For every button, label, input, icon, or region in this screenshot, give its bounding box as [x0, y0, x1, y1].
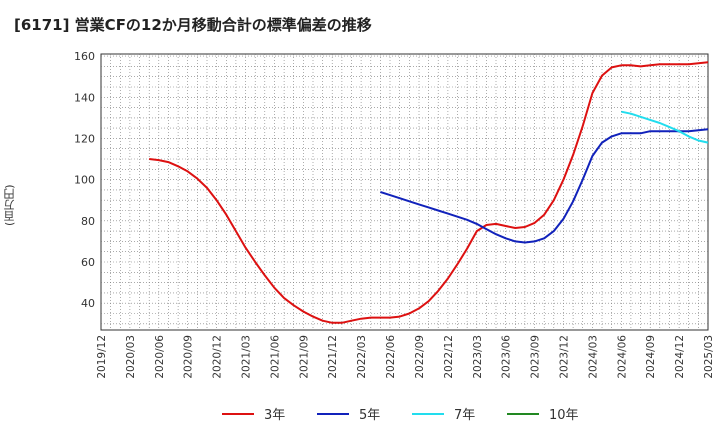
- x-tick-label: 2024/03: [587, 335, 599, 379]
- x-tick-label: 2022/06: [385, 335, 397, 379]
- y-axis-ticks: 40 60 80 100 120 140 160: [74, 50, 95, 310]
- x-tick-label: 2021/03: [241, 335, 253, 379]
- x-tick-label: 2020/03: [125, 335, 137, 379]
- x-tick-label: 2020/06: [154, 335, 166, 379]
- y-tick-label: 80: [81, 215, 95, 228]
- x-tick-label: 2021/12: [327, 335, 339, 379]
- x-tick-label: 2023/12: [558, 335, 570, 379]
- x-tick-label: 2024/12: [674, 335, 686, 379]
- x-tick-label: 2020/09: [183, 335, 195, 379]
- x-tick-label: 2020/12: [212, 335, 224, 379]
- x-tick-label: 2025/03: [703, 335, 715, 379]
- x-tick-label: 2022/03: [356, 335, 368, 379]
- x-tick-label: 2022/12: [443, 335, 455, 379]
- y-tick-label: 140: [74, 91, 95, 104]
- series-line-7年: [621, 110, 709, 144]
- x-axis-ticks: 2019/12 2020/03 2020/06 2020/09 2020/12 2021/…: [96, 335, 715, 379]
- x-tick-label: 2021/09: [298, 335, 310, 379]
- legend-label: 7年: [454, 408, 475, 423]
- x-tick-label: 2023/09: [530, 335, 542, 379]
- series-line-3年: [149, 61, 709, 324]
- plot-area: [100, 53, 709, 331]
- chart-title: [6171] 営業CFの12か月移動合計の標準偏差の推移: [14, 16, 372, 34]
- legend: 3年 5年 7年 10年: [222, 408, 579, 423]
- x-tick-label: 2024/06: [616, 335, 628, 379]
- x-tick-label: 2024/09: [645, 335, 657, 379]
- series-lines: [149, 61, 709, 324]
- gridlines: [101, 54, 708, 330]
- y-tick-label: 120: [74, 132, 95, 145]
- series-line-5年: [380, 128, 709, 244]
- y-tick-label: 60: [81, 256, 95, 269]
- legend-label: 3年: [264, 408, 285, 423]
- x-tick-label: 2021/06: [269, 335, 281, 379]
- x-tick-label: 2023/03: [472, 335, 484, 379]
- x-tick-label: 2022/09: [414, 335, 426, 379]
- x-tick-label: 2019/12: [96, 335, 108, 379]
- y-tick-label: 160: [74, 50, 95, 63]
- y-tick-label: 100: [74, 174, 95, 187]
- y-tick-label: 40: [81, 297, 95, 310]
- legend-label: 5年: [359, 408, 380, 423]
- legend-label: 10年: [549, 408, 579, 423]
- x-tick-label: 2023/06: [501, 335, 513, 379]
